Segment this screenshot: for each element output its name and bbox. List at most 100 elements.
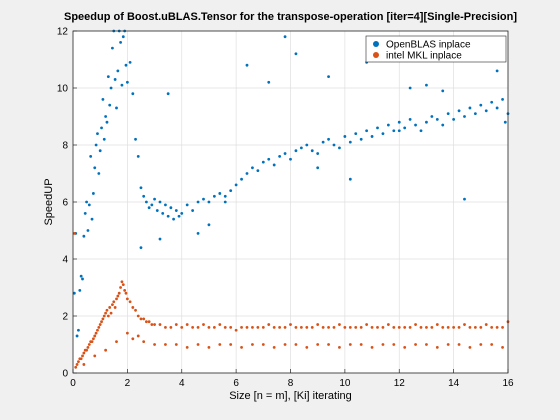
data-point: [197, 201, 200, 204]
y-tick-label: 10: [57, 84, 69, 95]
data-point: [447, 343, 450, 346]
y-tick-label: 8: [62, 141, 68, 152]
data-point: [490, 101, 493, 104]
data-point: [82, 363, 85, 366]
legend-label-mkl: intel MKL inplace: [386, 51, 462, 62]
data-point: [106, 121, 109, 124]
data-point: [284, 343, 287, 346]
data-point: [256, 169, 259, 172]
x-tick-label: 2: [125, 378, 131, 389]
data-point: [414, 124, 417, 127]
data-point: [140, 186, 143, 189]
data-point: [164, 203, 167, 206]
data-point: [116, 295, 119, 298]
x-tick-label: 16: [502, 378, 514, 389]
data-point: [103, 138, 106, 141]
data-point: [387, 323, 390, 326]
data-point: [197, 343, 200, 346]
data-point: [246, 326, 249, 329]
data-point: [186, 346, 189, 349]
data-point: [89, 155, 92, 158]
data-point: [229, 326, 232, 329]
data-point: [77, 329, 80, 332]
data-point: [131, 337, 134, 340]
data-point: [180, 212, 183, 215]
data-point: [371, 326, 374, 329]
data-point: [131, 306, 134, 309]
data-point: [125, 64, 128, 67]
data-point: [360, 343, 363, 346]
data-point: [76, 335, 79, 338]
data-point: [156, 209, 159, 212]
data-point: [409, 118, 412, 121]
data-point: [474, 112, 477, 115]
data-point: [425, 121, 428, 124]
data-point: [137, 315, 140, 318]
data-point: [159, 323, 162, 326]
data-point: [360, 326, 363, 329]
x-tick-label: 4: [179, 378, 185, 389]
data-point: [115, 107, 118, 110]
y-axis-label: SpeedUP: [43, 178, 55, 225]
data-point: [91, 340, 94, 343]
x-tick-label: 8: [288, 378, 294, 389]
data-point: [262, 326, 265, 329]
data-point: [338, 346, 341, 349]
data-point: [202, 323, 205, 326]
data-point: [311, 326, 314, 329]
data-point: [106, 309, 109, 312]
data-point: [87, 229, 90, 232]
data-point: [485, 323, 488, 326]
data-point: [148, 320, 151, 323]
x-tick-label: 14: [448, 378, 460, 389]
data-point: [425, 326, 428, 329]
data-point: [77, 360, 80, 363]
data-point: [218, 192, 221, 195]
data-point: [104, 349, 107, 352]
data-point: [327, 343, 330, 346]
data-point: [191, 326, 194, 329]
data-point: [273, 346, 276, 349]
data-point: [479, 326, 482, 329]
data-point: [153, 198, 156, 201]
data-point: [251, 326, 254, 329]
data-point: [99, 149, 102, 152]
data-point: [436, 323, 439, 326]
data-point: [398, 326, 401, 329]
data-point: [458, 109, 461, 112]
data-point: [213, 195, 216, 198]
data-point: [99, 323, 102, 326]
data-point: [80, 275, 83, 278]
data-point: [256, 326, 259, 329]
data-point: [208, 223, 211, 226]
data-point: [100, 320, 103, 323]
data-point: [392, 326, 395, 329]
data-point: [202, 198, 205, 201]
data-point: [167, 215, 170, 218]
data-point: [316, 166, 319, 169]
data-point: [180, 326, 183, 329]
data-point: [479, 343, 482, 346]
data-point: [172, 218, 175, 221]
data-point: [327, 326, 330, 329]
data-point: [273, 164, 276, 167]
data-point: [349, 326, 352, 329]
data-point: [123, 289, 126, 292]
data-point: [92, 337, 95, 340]
data-point: [102, 317, 105, 320]
data-point: [208, 201, 211, 204]
data-point: [164, 343, 167, 346]
data-point: [490, 326, 493, 329]
x-tick-label: 0: [70, 378, 76, 389]
data-point: [333, 326, 336, 329]
data-point: [246, 64, 249, 67]
data-point: [142, 317, 145, 320]
data-point: [387, 124, 390, 127]
data-point: [382, 326, 385, 329]
data-point: [107, 75, 110, 78]
data-point: [469, 326, 472, 329]
data-point: [425, 343, 428, 346]
data-point: [371, 135, 374, 138]
data-point: [485, 109, 488, 112]
